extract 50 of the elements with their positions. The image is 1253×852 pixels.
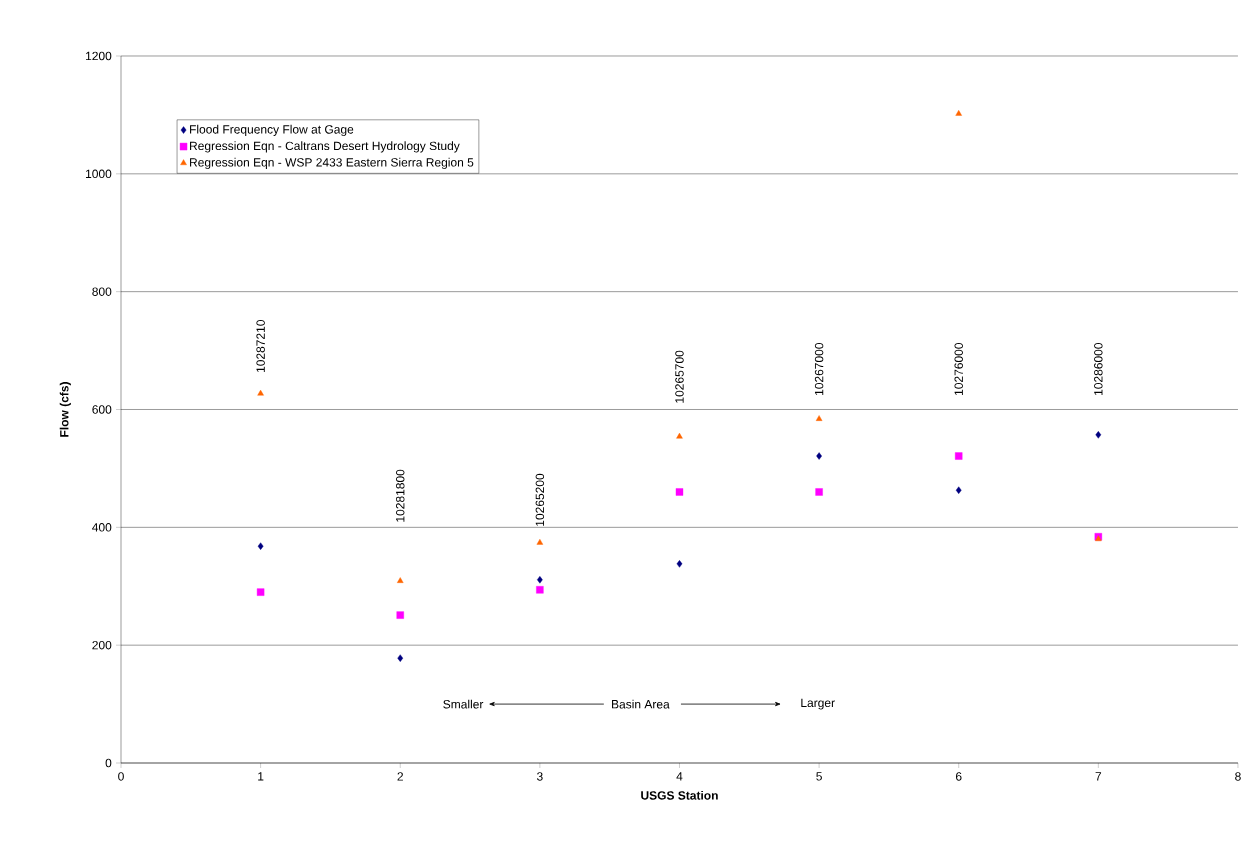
point: [1095, 431, 1102, 439]
y-tick-label: 600: [92, 405, 112, 414]
point: [397, 577, 404, 583]
x-tick-label: 3: [536, 772, 543, 781]
y-tick-label: 1200: [86, 51, 112, 61]
x-tick-label: 8: [1235, 772, 1241, 781]
x-tick-label: 2: [397, 772, 403, 781]
y-tick-label: 0: [105, 758, 112, 768]
point: [815, 488, 823, 496]
point: [396, 611, 404, 619]
legend-label: Regression Eqn - WSP 2433 Eastern Sierra Region 5: [190, 157, 474, 169]
annotation: 10281800: [396, 469, 405, 522]
x-tick-label: 5: [816, 772, 822, 781]
annotation: 10265200: [535, 473, 545, 526]
point: [816, 452, 822, 460]
annotation: Smaller: [443, 699, 484, 709]
x-tick-label: 7: [1095, 772, 1102, 781]
annotation: 10267000: [814, 343, 824, 396]
y-tick-label: 400: [92, 523, 112, 532]
x-axis-title: USGS Station: [641, 790, 718, 800]
x-tick-label: 4: [676, 772, 683, 781]
point: [955, 486, 962, 494]
legend-label: Flood Frequency Flow at Gage: [190, 124, 354, 137]
point: [955, 452, 963, 460]
point: [257, 542, 264, 550]
point: [397, 654, 404, 662]
point: [676, 560, 683, 568]
y-axis-title: Flow (cfs): [59, 382, 71, 437]
point: [536, 586, 544, 594]
y-tick-label: 800: [92, 287, 112, 296]
x-tick-label: 0: [118, 772, 124, 781]
point: [676, 432, 683, 439]
legend-label: Regression Eqn - Caltrans Desert Hydrology Study: [190, 141, 460, 153]
annotation: 10286000: [1094, 343, 1103, 396]
annotation: 10287210: [256, 320, 265, 373]
point: [257, 389, 264, 396]
annotation: Basin Area: [612, 699, 670, 709]
annotation: Larger: [801, 698, 835, 710]
annotation: 10265700: [675, 350, 684, 403]
point: [536, 538, 544, 545]
point: [675, 488, 684, 496]
point: [256, 588, 265, 596]
point: [955, 110, 962, 116]
annotation: 10276000: [954, 343, 963, 396]
y-tick-label: 1000: [86, 169, 112, 179]
point: [815, 415, 823, 421]
x-tick-label: 6: [955, 772, 962, 781]
x-tick-label: 1: [258, 772, 264, 781]
point: [537, 576, 543, 584]
y-tick-label: 200: [92, 640, 112, 650]
